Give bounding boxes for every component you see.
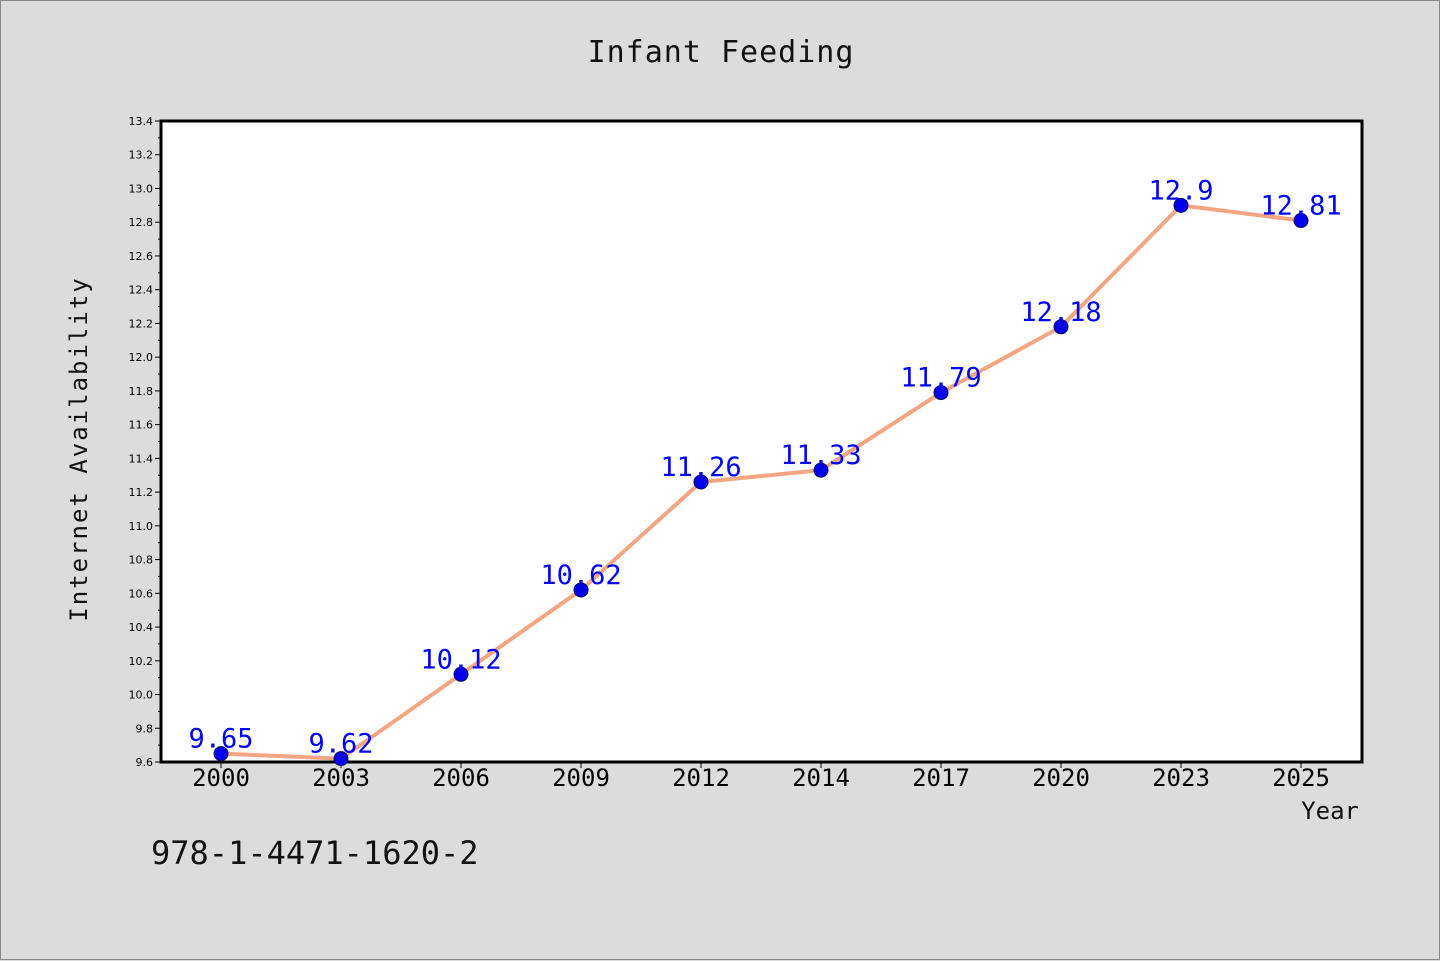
data-label: 11.33 xyxy=(780,440,861,471)
y-tick-label: 13.2 xyxy=(129,149,154,162)
y-tick-label: 11.0 xyxy=(129,520,154,533)
data-label: 12.81 xyxy=(1260,191,1341,222)
series xyxy=(213,197,1309,767)
y-tick-label: 12.4 xyxy=(129,284,154,297)
y-tick-label: 13.4 xyxy=(129,115,154,128)
y-tick-label: 10.2 xyxy=(129,655,154,668)
data-label: 12.18 xyxy=(1020,297,1101,328)
series-line xyxy=(220,203,1302,761)
x-tick-label: 2023 xyxy=(1152,764,1210,792)
x-tick-label: 2003 xyxy=(312,764,370,792)
x-axis: 2000 2003 2006 2009 2012 2014 2017 2020 2023 2025 xyxy=(192,762,1330,792)
y-tick-label: 11.6 xyxy=(129,419,154,432)
data-label: 10.62 xyxy=(540,560,621,591)
y-tick-label: 11.2 xyxy=(129,486,154,499)
y-tick-label: 10.6 xyxy=(129,587,154,600)
data-label: 10.12 xyxy=(420,644,501,675)
data-point xyxy=(213,746,229,762)
data-point xyxy=(1173,197,1189,213)
data-point xyxy=(933,385,949,401)
data-point xyxy=(333,751,349,767)
y-tick-label: 10.4 xyxy=(129,621,154,634)
data-label: 9.65 xyxy=(188,724,253,755)
x-tick-label: 2017 xyxy=(912,764,970,792)
y-tick-label: 12.6 xyxy=(129,250,154,263)
isbn-annotation: 978-1-4471-1620-2 xyxy=(151,834,479,872)
data-point xyxy=(693,474,709,490)
data-point xyxy=(813,462,829,478)
x-tick-label: 2025 xyxy=(1272,764,1330,792)
x-tick-label: 2006 xyxy=(432,764,490,792)
y-tick-label: 11.4 xyxy=(129,452,154,465)
y-axis: 9.6 9.8 10.0 10.2 10.4 10.6 10.8 11.0 11.2 11.4 11… xyxy=(129,115,161,769)
y-tick-label: 13.0 xyxy=(129,182,154,195)
x-tick-label: 2014 xyxy=(792,764,850,792)
y-tick-label: 12.2 xyxy=(129,317,154,330)
y-tick-label: 11.8 xyxy=(129,385,154,398)
data-label: 12.9 xyxy=(1148,175,1213,206)
chart-title: Infant Feeding xyxy=(587,35,855,70)
x-tick-label: 2012 xyxy=(672,764,730,792)
data-labels: 9.65 9.62 10.12 10.62 11.26 11.33 11.79 12.18 12… xyxy=(188,175,1341,759)
y-tick-label: 10.0 xyxy=(129,689,154,702)
x-tick-label: 2000 xyxy=(192,764,250,792)
x-axis-label: Year xyxy=(1301,797,1359,825)
data-label: 11.26 xyxy=(660,452,741,483)
y-tick-label: 12.8 xyxy=(129,216,154,229)
plot-area xyxy=(159,119,1364,764)
data-point xyxy=(1293,213,1309,229)
data-label: 11.79 xyxy=(900,363,981,394)
y-tick-label: 9.8 xyxy=(136,722,154,735)
y-tick-label: 10.8 xyxy=(129,554,154,567)
data-label: 9.62 xyxy=(308,729,373,760)
data-point xyxy=(573,582,589,598)
y-tick-label: 9.6 xyxy=(136,756,154,769)
x-tick-label: 2009 xyxy=(552,764,610,792)
y-axis-label: Internet Availability xyxy=(65,276,93,622)
x-tick-label: 2020 xyxy=(1032,764,1090,792)
data-point xyxy=(1053,319,1069,335)
data-point xyxy=(453,666,469,682)
y-tick-label: 12.0 xyxy=(129,351,154,364)
